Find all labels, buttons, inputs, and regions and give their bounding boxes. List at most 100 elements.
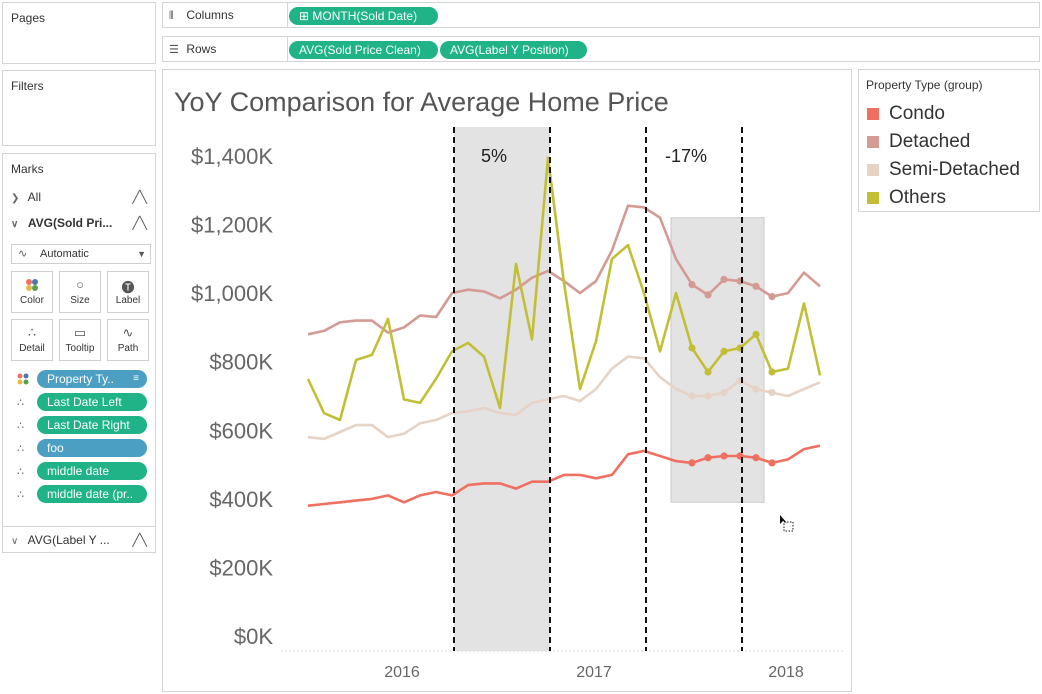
legend-label: Detached xyxy=(889,131,971,152)
marks-label-y-row[interactable]: ∨ AVG(Label Y ... ╱╲ xyxy=(11,533,149,551)
y-tick-label: $600K xyxy=(209,418,273,443)
data-point-condo[interactable] xyxy=(768,459,776,467)
field-pill-last-date-right[interactable]: Last Date Right xyxy=(37,416,147,434)
data-point-detached[interactable] xyxy=(752,282,760,290)
legend-swatch xyxy=(867,192,879,204)
color-field-icon xyxy=(17,373,33,388)
line-mark-icon: ∿ xyxy=(18,248,28,260)
chevron-down-icon: ∨ xyxy=(11,536,19,547)
field-pill-foo[interactable]: foo xyxy=(37,439,147,457)
tooltip-button[interactable]: ▭ Tooltip xyxy=(59,319,101,361)
legend-swatch xyxy=(867,108,879,120)
mark-type-value: Automatic xyxy=(40,248,89,260)
pages-panel: Pages xyxy=(2,2,156,64)
path-button[interactable]: ∿ Path xyxy=(107,319,149,361)
chart-title: YoY Comparison for Average Home Price xyxy=(174,87,669,117)
legend-title: Property Type (group) xyxy=(866,78,983,92)
rows-divider xyxy=(287,37,288,61)
field-pill-last-date-left[interactable]: Last Date Left xyxy=(37,393,147,411)
data-point-others[interactable] xyxy=(704,368,712,376)
color-field-svg xyxy=(17,373,29,385)
series-line-others[interactable] xyxy=(306,156,822,422)
data-point-semi-detached[interactable] xyxy=(720,389,728,397)
rows-pill-sold-price[interactable]: AVG(Sold Price Clean) xyxy=(289,41,438,59)
chevron-right-icon: ❯ xyxy=(11,193,20,204)
data-point-detached[interactable] xyxy=(768,293,776,301)
marks-divider xyxy=(3,526,155,527)
series-lines[interactable] xyxy=(306,156,822,507)
legend-swatch xyxy=(867,136,879,148)
data-point-condo[interactable] xyxy=(704,454,712,462)
data-point-others[interactable] xyxy=(720,347,728,355)
rows-shelf[interactable]: ☰ Rows AVG(Sold Price Clean) AVG(Label Y… xyxy=(162,36,1040,62)
chart-svg[interactable]: YoY Comparison for Average Home Price $1… xyxy=(163,70,852,692)
dropdown-arrow-icon: ▼ xyxy=(137,249,146,259)
cursor-select-box xyxy=(783,521,794,532)
x-tick-label: 2018 xyxy=(768,664,804,681)
y-tick-label: $1,000K xyxy=(191,281,273,306)
y-tick-label: $1,200K xyxy=(191,213,273,238)
data-point-semi-detached[interactable] xyxy=(752,385,760,393)
columns-pill-month-sold-date[interactable]: ⊞ MONTH(Sold Date) xyxy=(289,7,438,25)
data-point-semi-detached[interactable] xyxy=(768,389,776,397)
field-pill-label: Property Ty.. xyxy=(47,372,114,386)
data-point-detached[interactable] xyxy=(704,291,712,299)
size-button[interactable]: ○ Size xyxy=(59,271,101,313)
data-point-condo[interactable] xyxy=(752,454,760,462)
legend-swatch xyxy=(867,164,879,176)
annotation-dashed-lines xyxy=(453,127,743,651)
marks-measure-label: AVG(Sold Pri... xyxy=(27,216,113,230)
marks-all-row[interactable]: ❯ All ╱╲ xyxy=(11,190,149,208)
x-tick-label: 2017 xyxy=(576,664,612,681)
data-point-condo[interactable] xyxy=(688,459,696,467)
line-mark-icon: ╱╲ xyxy=(132,533,147,547)
filters-title: Filters xyxy=(11,79,44,93)
x-axis: 2016 2017 2018 xyxy=(384,664,804,681)
detail-field-icon: ∴ xyxy=(17,420,24,432)
marks-label-y-label: AVG(Label Y ... xyxy=(27,533,110,547)
data-point-detached[interactable] xyxy=(720,275,728,283)
columns-icon: ⫴ xyxy=(169,10,174,22)
size-label: Size xyxy=(70,295,90,306)
y-tick-label: $1,400K xyxy=(191,144,273,169)
data-point-semi-detached[interactable] xyxy=(688,392,696,400)
marks-measure-row[interactable]: ∨ AVG(Sold Pri... ╱╲ xyxy=(11,216,149,234)
rows-icon: ☰ xyxy=(169,44,179,56)
data-point-others[interactable] xyxy=(752,330,760,338)
data-point-semi-detached[interactable] xyxy=(704,392,712,400)
line-mark-icon: ╱╲ xyxy=(132,216,147,230)
legend-label: Condo xyxy=(889,103,945,124)
data-point-others[interactable] xyxy=(768,368,776,376)
detail-field-icon: ∴ xyxy=(17,466,24,478)
sort-icon: ≡ xyxy=(133,373,139,384)
data-point-detached[interactable] xyxy=(688,281,696,289)
marks-panel: Marks ❯ All ╱╲ ∨ AVG(Sold Pri... ╱╲ ∿ Au… xyxy=(2,153,156,553)
annotation-labels: 5% -17% xyxy=(481,146,707,166)
tooltip-icon: ▭ xyxy=(73,325,87,340)
legend-label: Semi-Detached xyxy=(889,159,1020,180)
data-point-others[interactable] xyxy=(688,344,696,352)
rows-pill-label-y[interactable]: AVG(Label Y Position) xyxy=(440,41,587,59)
columns-pill-label: MONTH(Sold Date) xyxy=(312,9,418,23)
color-button[interactable]: Color xyxy=(11,271,53,313)
mark-type-dropdown[interactable]: ∿ Automatic ▼ xyxy=(11,244,151,264)
color-dots-icon xyxy=(12,277,52,293)
data-point-condo[interactable] xyxy=(720,452,728,460)
expand-plus-icon: ⊞ xyxy=(299,9,310,23)
marks-all-label: All xyxy=(27,190,42,204)
y-tick-label: $400K xyxy=(209,487,273,512)
series-line-semi-detached[interactable] xyxy=(307,355,821,441)
chart-view[interactable]: YoY Comparison for Average Home Price $1… xyxy=(162,69,852,692)
rows-shelf-label: ☰ Rows xyxy=(169,42,216,56)
cursor-icon xyxy=(780,515,794,532)
field-pill-middle-date[interactable]: middle date xyxy=(37,462,147,480)
label-button[interactable]: 🅣 Label xyxy=(107,271,149,313)
columns-shelf[interactable]: ⫴ Columns ⊞ MONTH(Sold Date) xyxy=(162,2,1040,28)
detail-button[interactable]: ∴ Detail xyxy=(11,319,53,361)
filters-panel[interactable]: Filters xyxy=(2,70,156,146)
field-pill-property-type[interactable]: Property Ty.. ≡ xyxy=(37,370,147,388)
columns-divider xyxy=(287,3,288,27)
field-pill-middle-date-pr[interactable]: middle date (pr.. xyxy=(37,485,147,503)
series-line-condo[interactable] xyxy=(307,444,821,507)
color-label: Color xyxy=(20,295,44,306)
